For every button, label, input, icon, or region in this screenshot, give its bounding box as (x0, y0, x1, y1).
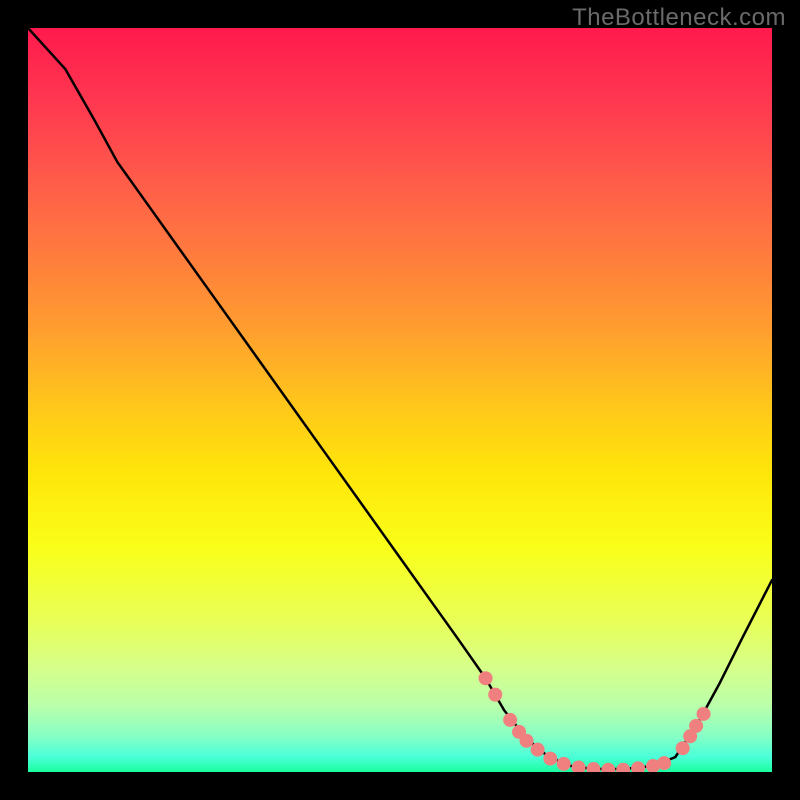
chart-svg (28, 28, 772, 772)
chart-marker (657, 756, 671, 770)
chart-marker (689, 719, 703, 733)
chart-marker (519, 734, 533, 748)
chart-marker (697, 707, 711, 721)
chart-marker (531, 743, 545, 757)
chart-marker (676, 741, 690, 755)
chart-marker (488, 688, 502, 702)
chart-marker (557, 757, 571, 771)
chart-marker (479, 671, 493, 685)
chart-marker (543, 752, 557, 766)
chart-marker (503, 713, 517, 727)
chart-background (28, 28, 772, 772)
chart-plot-area (28, 28, 772, 772)
